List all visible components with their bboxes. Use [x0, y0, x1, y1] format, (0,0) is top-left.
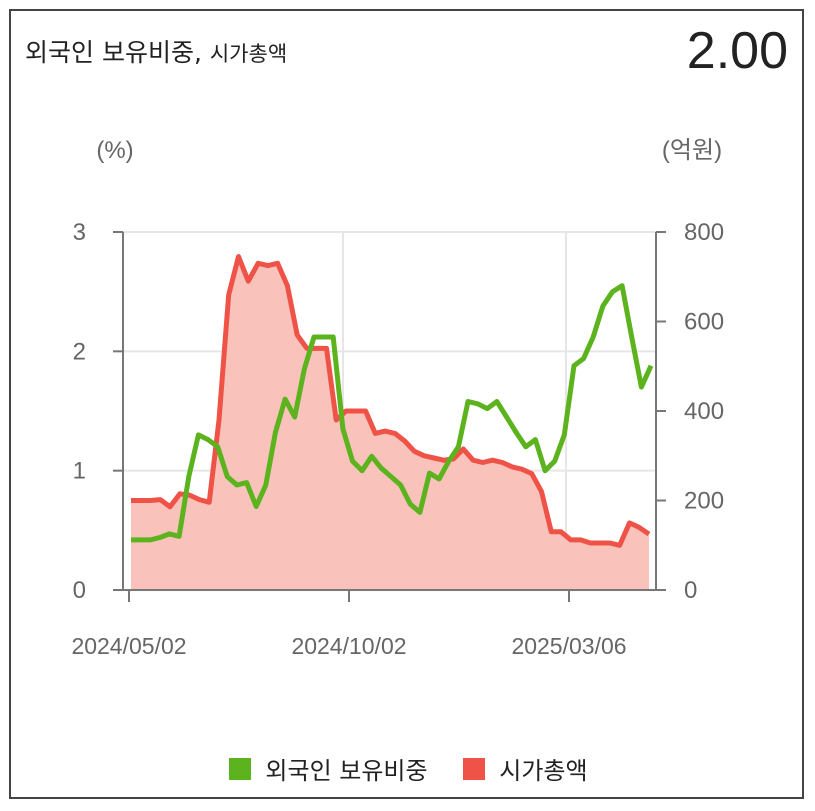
title-separator: ,: [193, 38, 202, 67]
legend-swatch-market-cap: [463, 757, 486, 780]
legend: 외국인 보유비중 시가총액: [11, 751, 806, 786]
market-cap-area: [131, 256, 649, 590]
left-tick-label: 3: [73, 219, 86, 246]
chart-card: 외국인 보유비중, 시가총액 2.00 0 1 2 3 0 200 400 600 800 (%)…: [9, 9, 804, 799]
left-tick-label: 1: [73, 458, 86, 485]
legend-label-foreign-ratio: 외국인 보유비중: [265, 757, 428, 785]
foreign-ratio-line: [131, 283, 654, 543]
legend-label-market-cap: 시가총액: [499, 757, 588, 785]
legend-item-market-cap[interactable]: 시가총액: [463, 751, 588, 786]
left-tick-label: 2: [73, 338, 86, 365]
left-axis-unit: (%): [96, 137, 133, 164]
right-tick-label: 800: [684, 219, 724, 246]
current-value: 2.00: [686, 22, 788, 80]
x-tick-label: 2025/03/06: [511, 633, 626, 659]
market-cap-line: [131, 254, 651, 548]
left-tick-label: 0: [73, 577, 86, 604]
title-sub: 시가총액: [209, 42, 288, 66]
right-axis-unit: (억원): [662, 137, 722, 164]
legend-item-foreign-ratio[interactable]: 외국인 보유비중: [229, 751, 428, 786]
chart-svg: 0 1 2 3 0 200 400 600 800 (%) (억원) 2024/05/02 2024/1…: [71, 137, 724, 659]
right-tick-label: 600: [684, 309, 724, 336]
legend-swatch-foreign-ratio: [229, 757, 252, 780]
right-tick-label: 200: [684, 488, 724, 515]
title-main: 외국인 보유비중: [25, 38, 194, 67]
right-tick-label: 400: [684, 398, 724, 425]
right-tick-label: 0: [684, 577, 697, 604]
chart-title: 외국인 보유비중, 시가총액: [25, 33, 287, 69]
x-tick-label: 2024/05/02: [71, 633, 186, 659]
x-tick-label: 2024/10/02: [291, 633, 406, 659]
